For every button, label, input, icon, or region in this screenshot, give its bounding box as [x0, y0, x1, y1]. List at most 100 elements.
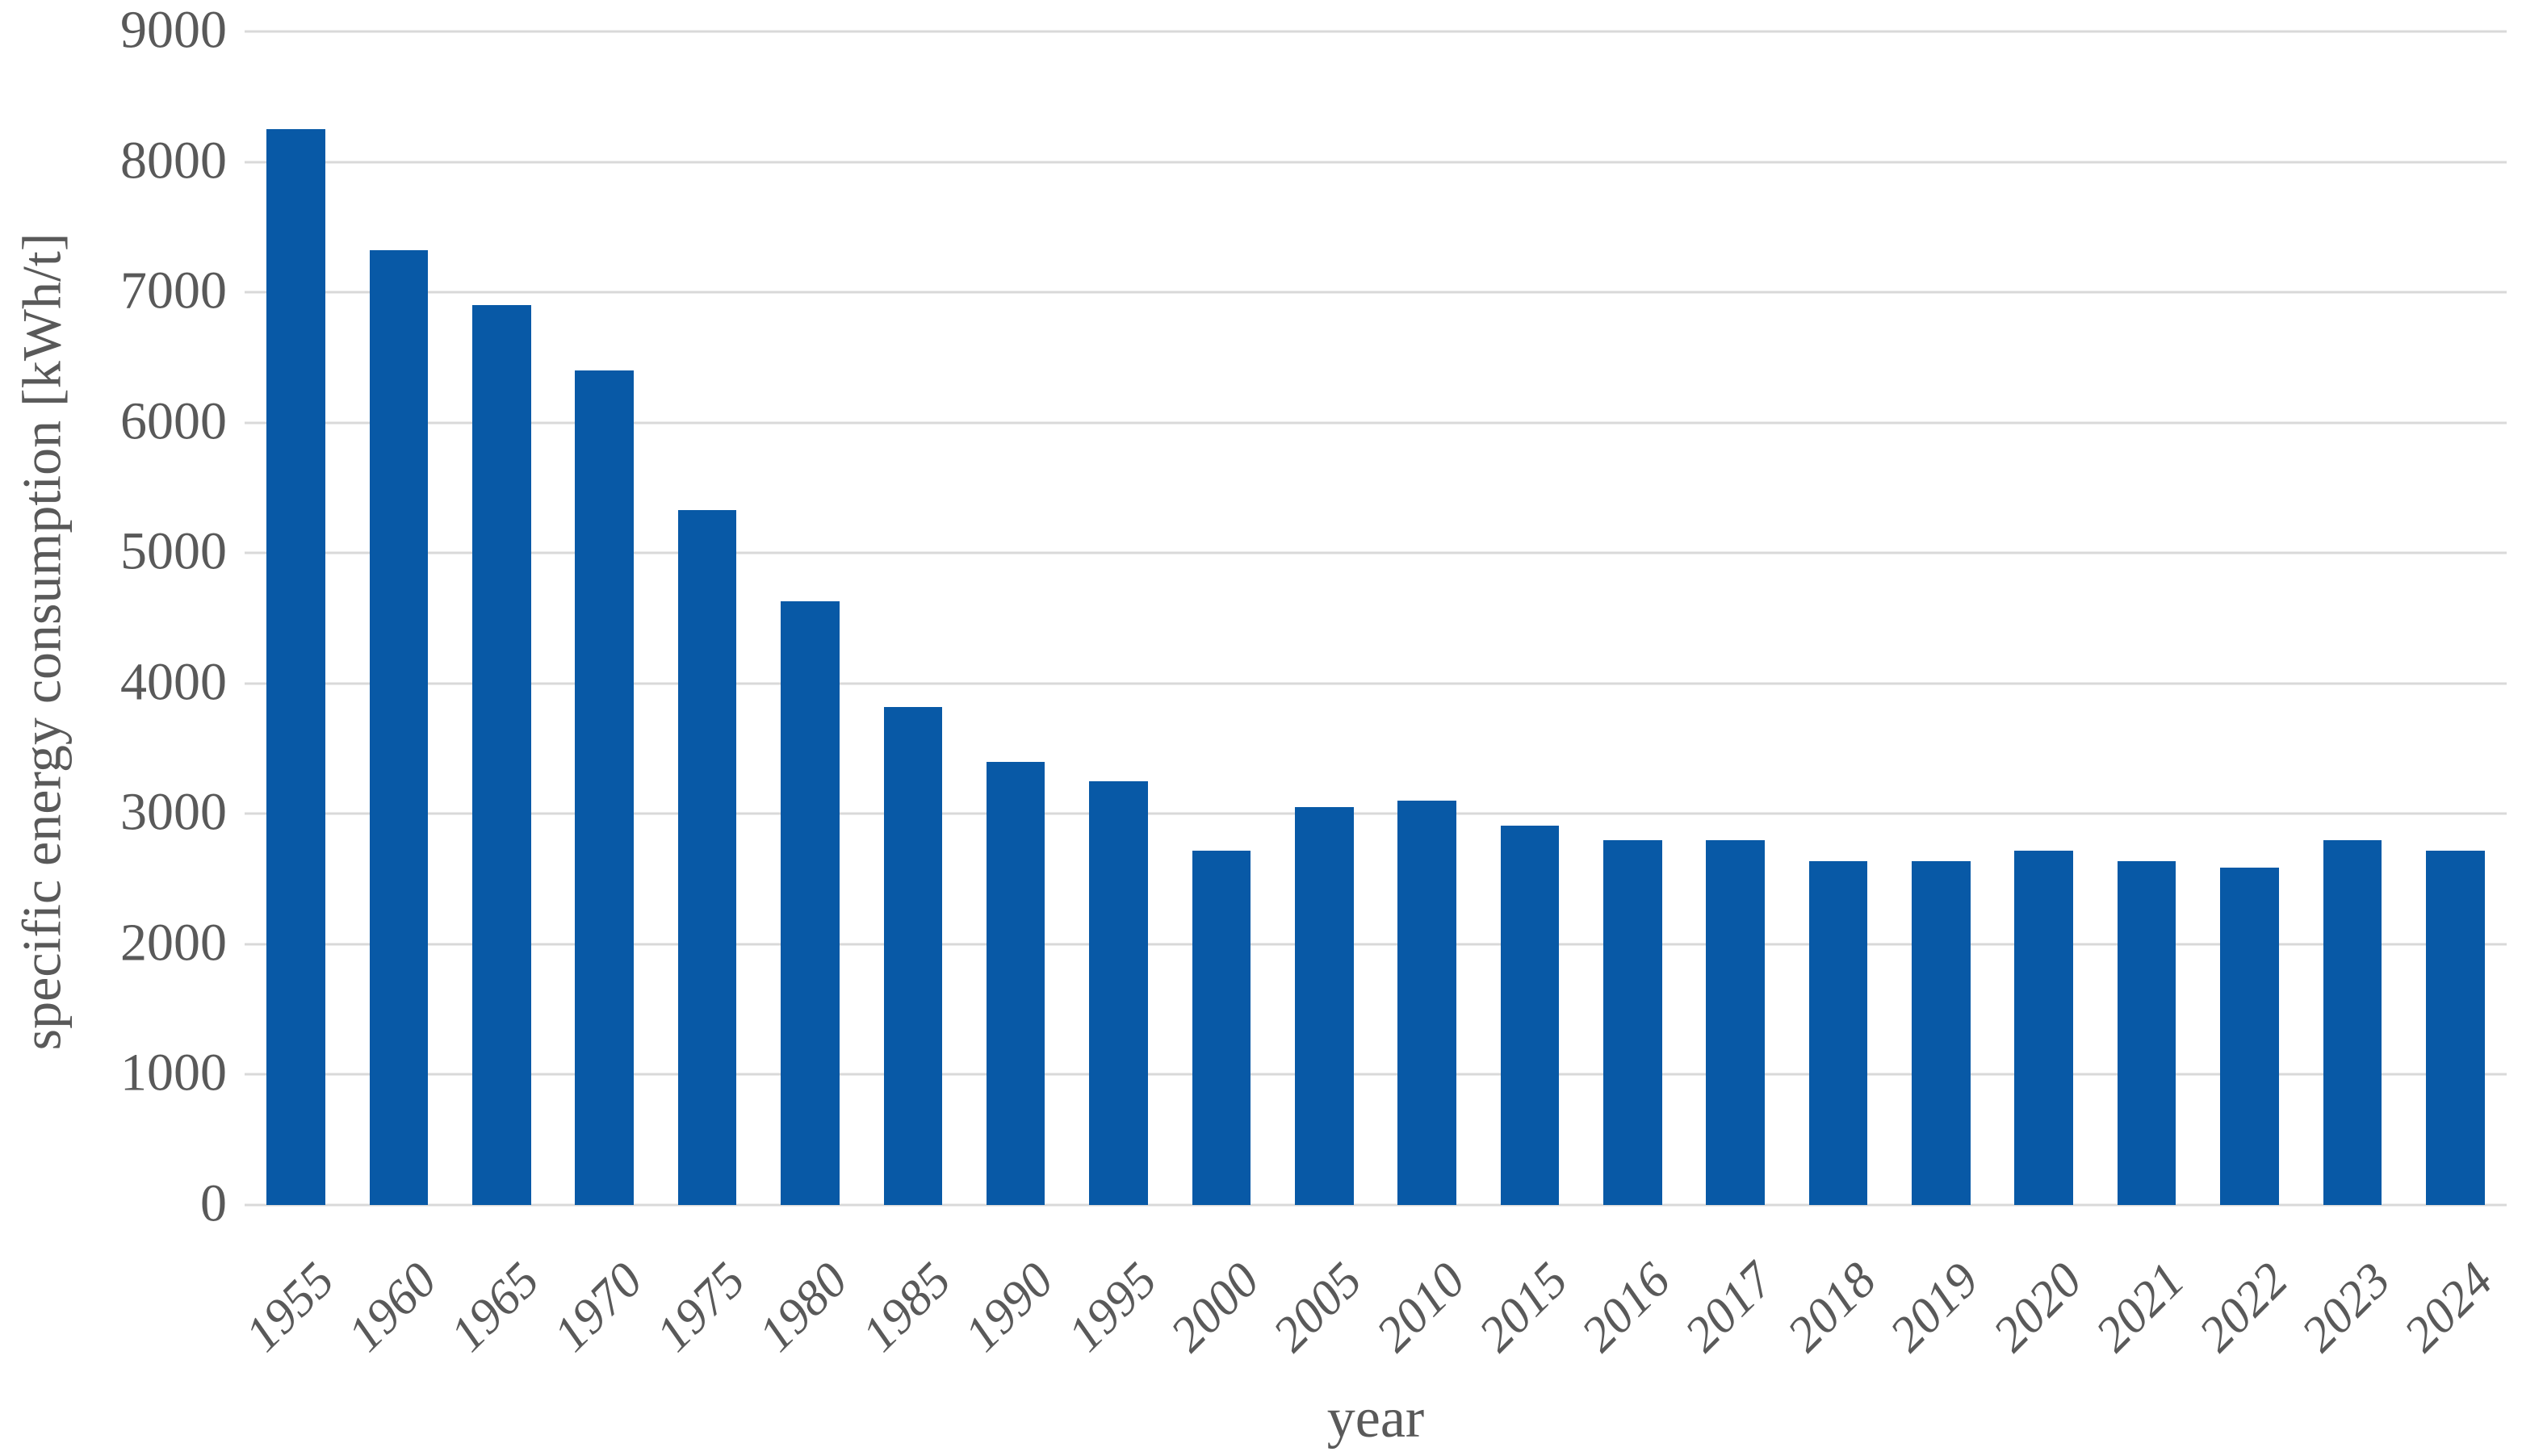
x-tick-2010: 2010: [1365, 1252, 1476, 1362]
bar-slot-1985: [861, 31, 964, 1205]
bar-1970: [575, 370, 635, 1205]
bar-2020: [2014, 850, 2074, 1205]
x-tick-2024: 2024: [2394, 1252, 2504, 1362]
y-tick-7000: 7000: [120, 261, 227, 320]
bar-slot-2023: [2301, 31, 2403, 1205]
x-tick-1975: 1975: [646, 1252, 756, 1362]
bar-2022: [2220, 867, 2279, 1205]
bar-slot-2017: [1684, 31, 1787, 1205]
bar-slot-2024: [2404, 31, 2507, 1205]
bar-1985: [883, 706, 943, 1205]
y-tick-1000: 1000: [120, 1044, 227, 1103]
bar-2005: [1294, 807, 1354, 1205]
bar-2000: [1192, 850, 1251, 1205]
y-tick-5000: 5000: [120, 521, 227, 581]
x-tick-2016: 2016: [1571, 1252, 1682, 1362]
y-axis-tick-labels: 0 1000 2000 3000 4000 5000 6000 7000 8000 9000: [0, 3, 227, 1230]
bar-slot-2010: [1376, 31, 1478, 1205]
y-tick-6000: 6000: [120, 391, 227, 451]
y-tick-9000: 9000: [120, 0, 227, 60]
x-tick-1965: 1965: [440, 1252, 551, 1362]
bar-slot-2015: [1478, 31, 1581, 1205]
x-tick-2021: 2021: [2085, 1252, 2196, 1362]
gridline-1000: [245, 1073, 2507, 1076]
x-slot-2016: 2016: [1572, 1207, 1684, 1450]
bar-slot-1980: [759, 31, 861, 1205]
x-tick-1990: 1990: [954, 1252, 1065, 1362]
bar-slot-2020: [1992, 31, 2095, 1205]
x-slot-1990: 1990: [954, 1207, 1067, 1450]
bar-slot-1995: [1067, 31, 1170, 1205]
bar-slot-1990: [965, 31, 1067, 1205]
bar-2017: [1706, 839, 1765, 1205]
bar-slot-2021: [2095, 31, 2197, 1205]
gridline-9000: [245, 30, 2507, 33]
x-slot-1960: 1960: [337, 1207, 450, 1450]
x-tick-2018: 2018: [1777, 1252, 1887, 1362]
x-tick-1955: 1955: [234, 1252, 345, 1362]
bar-series: [245, 31, 2507, 1205]
x-tick-2023: 2023: [2291, 1252, 2401, 1362]
bar-2023: [2323, 839, 2382, 1205]
gridline-2000: [245, 943, 2507, 946]
x-slot-2015: 2015: [1468, 1207, 1581, 1450]
bar-slot-2018: [1787, 31, 1889, 1205]
x-slot-1995: 1995: [1058, 1207, 1170, 1450]
gridline-5000: [245, 551, 2507, 554]
x-tick-2020: 2020: [1982, 1252, 2093, 1362]
gridline-7000: [245, 291, 2507, 294]
bar-2024: [2425, 850, 2485, 1205]
x-tick-1985: 1985: [852, 1252, 961, 1362]
gridline-3000: [245, 812, 2507, 815]
y-tick-2000: 2000: [120, 913, 227, 973]
x-slot-1970: 1970: [543, 1207, 656, 1450]
bar-1955: [266, 129, 325, 1205]
bar-2015: [1500, 825, 1560, 1205]
x-slot-2018: 2018: [1777, 1207, 1889, 1450]
bar-2010: [1397, 801, 1456, 1205]
bar-1975: [677, 509, 737, 1205]
x-slot-1955: 1955: [235, 1207, 347, 1450]
bar-2016: [1603, 839, 1662, 1205]
x-slot-2023: 2023: [2291, 1207, 2403, 1450]
x-slot-1980: 1980: [749, 1207, 861, 1450]
x-tick-1970: 1970: [543, 1252, 653, 1362]
bar-1960: [369, 250, 429, 1205]
x-tick-2022: 2022: [2188, 1252, 2298, 1362]
x-tick-2000: 2000: [1160, 1252, 1270, 1362]
x-tick-1960: 1960: [337, 1252, 448, 1362]
bar-slot-2000: [1170, 31, 1272, 1205]
gridline-4000: [245, 682, 2507, 685]
bar-1995: [1089, 780, 1148, 1205]
x-tick-2015: 2015: [1468, 1252, 1578, 1362]
gridline-6000: [245, 421, 2507, 425]
bar-slot-2016: [1581, 31, 1684, 1205]
x-axis-title: year: [1326, 1387, 1425, 1450]
x-slot-2021: 2021: [2085, 1207, 2197, 1450]
bar-slot-1975: [656, 31, 758, 1205]
x-slot-2022: 2022: [2189, 1207, 2301, 1450]
x-slot-2017: 2017: [1674, 1207, 1787, 1450]
x-tick-2005: 2005: [1263, 1252, 1373, 1362]
y-tick-8000: 8000: [120, 131, 227, 190]
x-tick-1980: 1980: [748, 1252, 859, 1362]
bar-2018: [1808, 860, 1868, 1205]
y-tick-3000: 3000: [120, 783, 227, 843]
x-tick-2017: 2017: [1674, 1252, 1784, 1362]
x-slot-2000: 2000: [1160, 1207, 1272, 1450]
x-slot-2020: 2020: [1983, 1207, 2095, 1450]
bar-slot-2019: [1890, 31, 1992, 1205]
bar-slot-2022: [2198, 31, 2301, 1205]
bar-slot-2005: [1273, 31, 1376, 1205]
bar-slot-1960: [347, 31, 450, 1205]
x-tick-1995: 1995: [1057, 1252, 1167, 1362]
plot-area: [245, 30, 2507, 1207]
x-slot-1975: 1975: [646, 1207, 758, 1450]
x-slot-2024: 2024: [2394, 1207, 2507, 1450]
bar-1990: [986, 761, 1045, 1205]
bar-1965: [472, 305, 531, 1205]
bar-2021: [2117, 860, 2176, 1205]
gridline-0: [245, 1203, 2507, 1207]
x-tick-2019: 2019: [1879, 1252, 1990, 1362]
